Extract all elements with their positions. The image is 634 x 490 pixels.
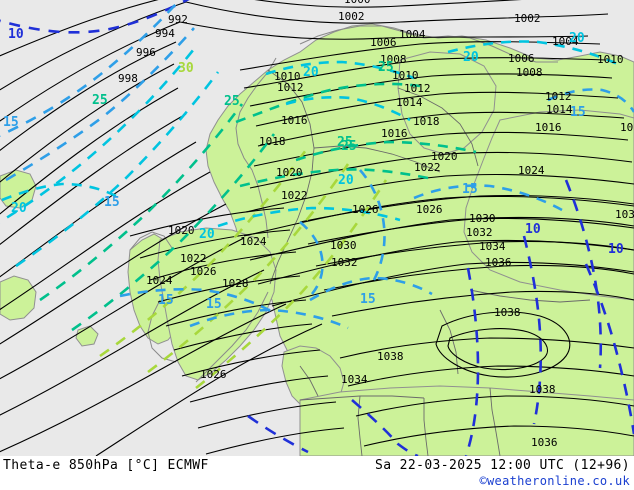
contour-label: 1012 (404, 82, 431, 95)
contour-label: 1038 (377, 350, 404, 363)
contour-label: 1024 (146, 274, 173, 287)
contour-label: 1008 (516, 66, 543, 79)
contour-label: 1032 (615, 208, 634, 221)
contour-label: 1026 (352, 203, 379, 216)
contour-label: 1026 (200, 368, 227, 381)
contour-label: 20 (338, 173, 354, 188)
contour-label: 15 (3, 115, 19, 130)
contour-label: 1016 (535, 121, 562, 134)
contour-label: 1016 (381, 127, 408, 140)
contour-label: 1032 (331, 256, 358, 269)
map-canvas[interactable]: 9929949969981000100210021004100410061006… (0, 0, 634, 456)
contour-label: 15 (570, 105, 586, 120)
contour-label: 15 (360, 292, 376, 307)
isobar-labels: 9929949969981000100210021004100410061006… (118, 0, 634, 449)
contour-label: 998 (118, 72, 138, 85)
contour-label: 20 (11, 201, 27, 216)
contour-label: 25 (378, 60, 394, 75)
contour-label: 1022 (414, 161, 441, 174)
contour-label: 996 (136, 46, 156, 59)
contour-label: 1030 (469, 212, 496, 225)
contour-label: 25 (224, 94, 240, 109)
contour-label: 1014 (396, 96, 423, 109)
contour-label: 1018 (259, 135, 286, 148)
contour-label: 15 (462, 182, 478, 197)
footer-bar: Theta-e 850hPa [°C] ECMWF Sa 22-03-2025 … (0, 456, 634, 490)
contour-label: 1020 (431, 150, 458, 163)
contour-label: 1020 (168, 224, 195, 237)
contour-label: 1038 (494, 306, 521, 319)
contour-label: 1000 (344, 0, 371, 6)
contour-label: 1006 (370, 36, 397, 49)
country-borders (267, 69, 591, 456)
thetae-contours (0, 0, 634, 456)
contour-label: 30 (178, 61, 194, 76)
contour-label: 1026 (190, 265, 217, 278)
contour-label: 1010 (392, 69, 419, 82)
contour-label: 1034 (479, 240, 506, 253)
contour-label: 1036 (531, 436, 558, 449)
contour-label: 1002 (514, 12, 541, 25)
contour-label: 1024 (518, 164, 545, 177)
contour-label: 1012 (277, 81, 304, 94)
contour-label: 1004 (552, 35, 579, 48)
coastlines (129, 25, 558, 383)
contour-label: 25 (337, 135, 353, 150)
contour-label: 1012 (545, 90, 572, 103)
contour-label: 15 (104, 195, 120, 210)
contour-label: 10 (525, 222, 541, 237)
contour-label: 1006 (508, 52, 535, 65)
contour-label: 25 (92, 93, 108, 108)
contour-label: 1022 (281, 189, 308, 202)
contour-label: 1038 (529, 383, 556, 396)
contour-label: 20 (303, 65, 319, 80)
contour-label: 1008 (380, 53, 407, 66)
contour-label: 1010 (597, 53, 624, 66)
contour-label: 20 (463, 50, 479, 65)
contour-label: 1010 (274, 70, 301, 83)
contour-label: 1018 (413, 115, 440, 128)
contour-label: 1032 (466, 226, 493, 239)
contour-label: 15 (158, 293, 174, 308)
contour-label: 1014 (546, 103, 573, 116)
contour-label: 1024 (240, 235, 267, 248)
contour-label: 992 (168, 13, 188, 26)
forecast-timestamp: Sa 22-03-2025 12:00 UTC (12+96) (374, 458, 630, 473)
contour-label: 20 (199, 227, 215, 242)
contour-label: 1016 (281, 114, 308, 127)
contour-label: 1020 (276, 166, 303, 179)
contour-label: 994 (155, 27, 175, 40)
contour-label: 1026 (416, 203, 443, 216)
contour-label: 1028 (222, 277, 249, 290)
copyright-credit[interactable]: ©weatheronline.co.uk (479, 474, 630, 488)
map-svg: 9929949969981000100210021004100410061006… (0, 0, 634, 456)
contour-label: 20 (569, 31, 585, 46)
contour-label: 1022 (180, 252, 207, 265)
contour-label: 1002 (338, 10, 365, 23)
isobar-contours (0, 0, 634, 456)
contour-label: 1021 (620, 121, 634, 134)
contour-label: 1034 (341, 373, 368, 386)
contour-label: 10 (8, 27, 24, 42)
contour-label: 25 (341, 139, 357, 154)
map-title: Theta-e 850hPa [°C] ECMWF (3, 458, 209, 473)
contour-label: 1004 (399, 28, 426, 41)
contour-label: 10 (608, 242, 624, 257)
contour-label: 1030 (330, 239, 357, 252)
contour-label: 1036 (485, 256, 512, 269)
contour-label: 15 (206, 297, 222, 312)
